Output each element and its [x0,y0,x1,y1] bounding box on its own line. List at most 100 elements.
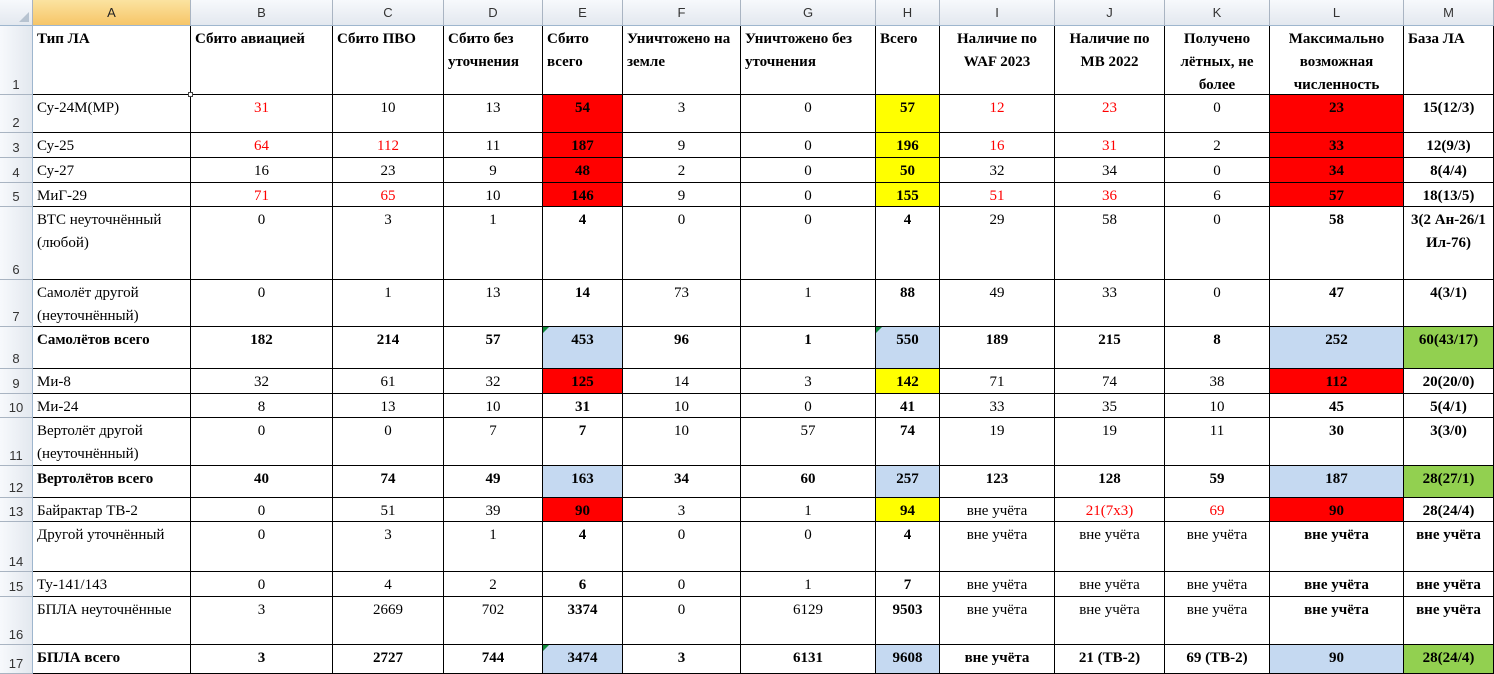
cell-m3[interactable]: 12(9/3) [1404,133,1494,158]
cell-m8[interactable]: 60(43/17) [1404,327,1494,369]
cell-j10[interactable]: 35 [1055,394,1165,418]
cell-j6[interactable]: 58 [1055,207,1165,280]
column-header-f[interactable]: F [623,0,741,26]
cell-a16[interactable]: БПЛА неуточнённые [33,597,191,645]
cell-c2[interactable]: 10 [333,95,444,133]
cell-j13[interactable]: 21(7х3) [1055,498,1165,522]
cell-c4[interactable]: 23 [333,158,444,183]
cell-a6[interactable]: ВТС неуточнённый (любой) [33,207,191,280]
cell-j9[interactable]: 74 [1055,369,1165,394]
cell-m11[interactable]: 3(3/0) [1404,418,1494,466]
cell-f17[interactable]: 3 [623,645,741,674]
cell-k9[interactable]: 38 [1165,369,1270,394]
cell-g4[interactable]: 0 [741,158,876,183]
cell-d10[interactable]: 10 [444,394,543,418]
cell-f14[interactable]: 0 [623,522,741,572]
cell-m16[interactable]: вне учёта [1404,597,1494,645]
cell-l6[interactable]: 58 [1270,207,1404,280]
cell-g17[interactable]: 6131 [741,645,876,674]
column-header-m[interactable]: M [1404,0,1494,26]
cell-e11[interactable]: 7 [543,418,623,466]
cell-m14[interactable]: вне учёта [1404,522,1494,572]
column-header-g[interactable]: G [741,0,876,26]
cell-d14[interactable]: 1 [444,522,543,572]
cell-i5[interactable]: 51 [940,183,1055,207]
cell-m6[interactable]: 3(2 Ан-26/1 Ил-76) [1404,207,1494,280]
cell-j5[interactable]: 36 [1055,183,1165,207]
cell-c9[interactable]: 61 [333,369,444,394]
cell-i7[interactable]: 49 [940,280,1055,327]
cell-i9[interactable]: 71 [940,369,1055,394]
cell-l13[interactable]: 90 [1270,498,1404,522]
cell-e8[interactable]: 453 [543,327,623,369]
cell-j7[interactable]: 33 [1055,280,1165,327]
cell-a9[interactable]: Ми-8 [33,369,191,394]
column-header-c[interactable]: C [333,0,444,26]
cell-c16[interactable]: 2669 [333,597,444,645]
cell-h7[interactable]: 88 [876,280,940,327]
cell-k8[interactable]: 8 [1165,327,1270,369]
cell-c7[interactable]: 1 [333,280,444,327]
cell-j15[interactable]: вне учёта [1055,572,1165,597]
column-title-c[interactable]: Сбито ПВО [333,26,444,95]
cell-k16[interactable]: вне учёта [1165,597,1270,645]
cell-l16[interactable]: вне учёта [1270,597,1404,645]
cell-i8[interactable]: 189 [940,327,1055,369]
column-title-h[interactable]: Всего [876,26,940,95]
cell-b8[interactable]: 182 [191,327,333,369]
cell-f2[interactable]: 3 [623,95,741,133]
cell-j4[interactable]: 34 [1055,158,1165,183]
cell-f11[interactable]: 10 [623,418,741,466]
cell-d17[interactable]: 744 [444,645,543,674]
cell-b14[interactable]: 0 [191,522,333,572]
cell-g2[interactable]: 0 [741,95,876,133]
cell-i2[interactable]: 12 [940,95,1055,133]
cell-g8[interactable]: 1 [741,327,876,369]
column-title-b[interactable]: Сбито авиацией [191,26,333,95]
cell-k2[interactable]: 0 [1165,95,1270,133]
row-header-14[interactable]: 14 [0,522,33,572]
cell-j16[interactable]: вне учёта [1055,597,1165,645]
cell-j2[interactable]: 23 [1055,95,1165,133]
cell-a15[interactable]: Ту-141/143 [33,572,191,597]
cell-c10[interactable]: 13 [333,394,444,418]
cell-l4[interactable]: 34 [1270,158,1404,183]
cell-e3[interactable]: 187 [543,133,623,158]
cell-b13[interactable]: 0 [191,498,333,522]
cell-j12[interactable]: 128 [1055,466,1165,498]
cell-k4[interactable]: 0 [1165,158,1270,183]
cell-k10[interactable]: 10 [1165,394,1270,418]
cell-g6[interactable]: 0 [741,207,876,280]
cell-h15[interactable]: 7 [876,572,940,597]
cell-a8[interactable]: Самолётов всего [33,327,191,369]
cell-g11[interactable]: 57 [741,418,876,466]
cell-e7[interactable]: 14 [543,280,623,327]
cell-d13[interactable]: 39 [444,498,543,522]
cell-f3[interactable]: 9 [623,133,741,158]
cell-l12[interactable]: 187 [1270,466,1404,498]
cell-i15[interactable]: вне учёта [940,572,1055,597]
cell-m17[interactable]: 28(24/4) [1404,645,1494,674]
cell-b15[interactable]: 0 [191,572,333,597]
cell-h6[interactable]: 4 [876,207,940,280]
cell-g13[interactable]: 1 [741,498,876,522]
row-header-15[interactable]: 15 [0,572,33,597]
cell-g5[interactable]: 0 [741,183,876,207]
cell-i16[interactable]: вне учёта [940,597,1055,645]
cell-j14[interactable]: вне учёта [1055,522,1165,572]
row-header-2[interactable]: 2 [0,95,33,133]
cell-g3[interactable]: 0 [741,133,876,158]
cell-a7[interactable]: Самолёт другой (неуточнённый) [33,280,191,327]
cell-h8[interactable]: 550 [876,327,940,369]
cell-c13[interactable]: 51 [333,498,444,522]
cell-a13[interactable]: Байрактар ТВ-2 [33,498,191,522]
cell-l3[interactable]: 33 [1270,133,1404,158]
cell-m13[interactable]: 28(24/4) [1404,498,1494,522]
cell-m10[interactable]: 5(4/1) [1404,394,1494,418]
cell-c11[interactable]: 0 [333,418,444,466]
column-header-a[interactable]: A [33,0,191,26]
cell-l14[interactable]: вне учёта [1270,522,1404,572]
row-header-11[interactable]: 11 [0,418,33,466]
cell-j17[interactable]: 21 (ТВ-2) [1055,645,1165,674]
cell-g10[interactable]: 0 [741,394,876,418]
